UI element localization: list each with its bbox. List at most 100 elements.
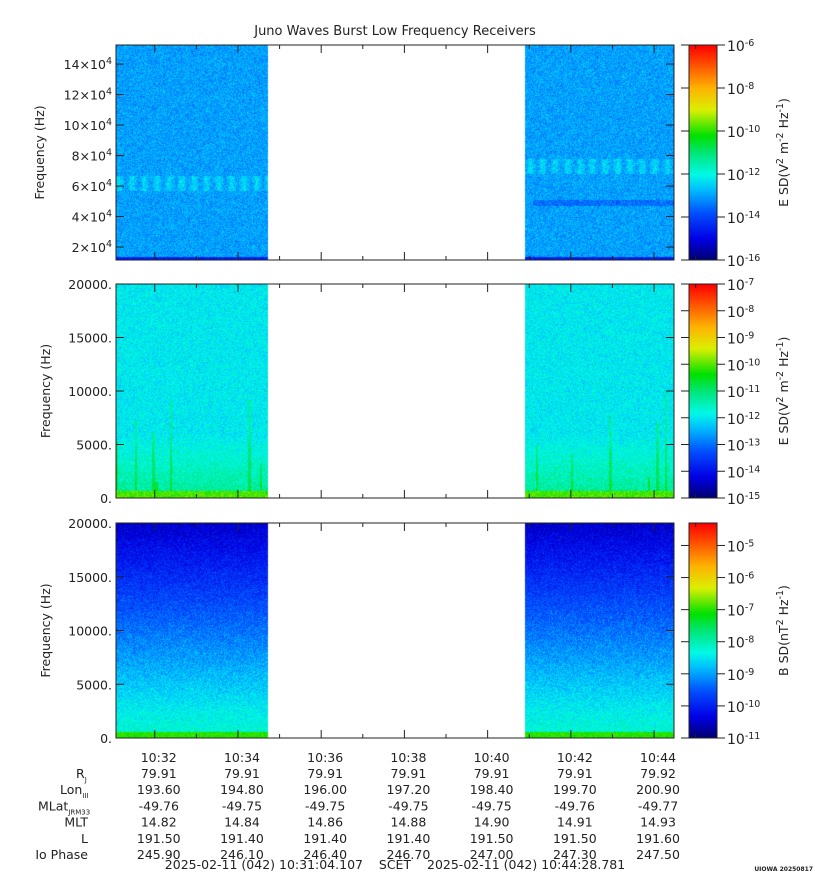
colorbar-tick-label: 10-5 [727, 538, 754, 555]
superscript: -1 [775, 341, 786, 350]
y-tick-label: 10000. [68, 624, 112, 639]
text-part: 10 [727, 332, 745, 348]
text-part: 10 [727, 254, 745, 270]
text-part: B SD(nT [776, 625, 791, 676]
text-part: ) [776, 337, 791, 342]
ephemeris-value: 79.91 [557, 766, 593, 781]
colorbar-tick-label: 10-10 [727, 357, 760, 374]
ephemeris-value: 246.10 [220, 847, 264, 862]
colorbar-b [689, 523, 717, 738]
colorbar-tick-label: 10-7 [727, 603, 754, 620]
ephemeris-value: 79.91 [141, 766, 177, 781]
ephemeris-value: 79.91 [474, 766, 510, 781]
y-tick-label: 0. [100, 491, 112, 506]
superscript: -2 [775, 371, 786, 380]
colorbar-tick-label: 10-9 [727, 667, 754, 684]
superscript: -11 [745, 731, 761, 742]
subscript: J [84, 776, 87, 784]
y-tick-label: 14×104 [64, 56, 112, 72]
y-tick-label: 8×104 [72, 148, 112, 164]
y-tick-label: 0. [100, 731, 112, 746]
text-part: 10 [727, 668, 745, 684]
ephemeris-value: -49.75 [222, 798, 262, 813]
ephemeris-value: 247.00 [470, 847, 514, 862]
ephemeris-value: 191.40 [220, 831, 264, 846]
y-tick-label: 5000. [76, 677, 112, 692]
text-part: 15000. [68, 570, 112, 585]
end-time: 2025-02-11 (042) 10:44:28.781 [427, 857, 626, 872]
x-tick-label: 10:40 [474, 750, 510, 765]
spectrogram-b [116, 523, 674, 738]
text-part: 8×10 [72, 149, 106, 164]
superscript: -10 [745, 357, 761, 368]
colorbar-tick-label: 10-8 [727, 304, 754, 321]
superscript: -11 [745, 384, 761, 395]
ephemeris-value: 191.50 [553, 831, 597, 846]
ephemeris-row-label: Io Phase [35, 847, 88, 862]
ephemeris-value: 14.88 [391, 815, 427, 830]
ephemeris-row-label: L [81, 831, 88, 846]
ephemeris-value: 200.90 [636, 782, 680, 797]
superscript: -15 [745, 491, 761, 502]
ephemeris-value: -49.75 [388, 798, 428, 813]
colorbar-tick-label: 10-6 [727, 571, 754, 588]
ephemeris-value: 198.40 [470, 782, 514, 797]
ephemeris-value: -49.75 [471, 798, 511, 813]
text-part: 2×10 [72, 240, 106, 255]
scet-label: SCET [378, 857, 412, 872]
y-tick-label: 20000. [68, 516, 112, 531]
ephemeris-value: 191.50 [470, 831, 514, 846]
superscript: -6 [745, 38, 754, 49]
colorbar-label: E SD(V2 m-2 Hz-1) [775, 337, 791, 446]
ephemeris-value: -49.76 [139, 798, 179, 813]
superscript: 2 [775, 619, 786, 625]
superscript: -6 [745, 571, 754, 582]
text-part: 10 [727, 168, 745, 184]
text-part: 10 [727, 211, 745, 227]
subscript: III [82, 792, 88, 800]
text-part: 0. [100, 491, 112, 506]
superscript: -8 [745, 304, 754, 315]
text-part: Io Phase [35, 847, 88, 862]
y-tick-label: 15000. [68, 570, 112, 585]
x-tick-label: 10:32 [141, 750, 177, 765]
text-part: L [81, 831, 88, 846]
superscript: -12 [745, 167, 761, 178]
text-part: 10 [727, 465, 745, 481]
colorbar-frame [688, 283, 718, 499]
colorbar-tick-label: 10-12 [727, 167, 760, 184]
colorbar-e-high [689, 45, 717, 260]
ephemeris-row-label: LonIII [60, 782, 89, 800]
ephemeris-value: 191.40 [387, 831, 431, 846]
superscript: -12 [745, 411, 761, 422]
colorbar-e-low [689, 284, 717, 498]
text-part: 10 [727, 492, 745, 508]
start-time: 2025-02-11 (042) 10:31:04.107 [164, 857, 363, 872]
colorbar-tick-label: 10-16 [727, 253, 760, 270]
text-part: 10 [727, 636, 745, 652]
ephemeris-value: 199.70 [553, 782, 597, 797]
ephemeris-value: 196.00 [303, 782, 347, 797]
colorbar-frame [688, 44, 718, 261]
x-tick-label: 10:36 [307, 750, 343, 765]
y-tick-label: 5000. [76, 438, 112, 453]
colorbar-tick-label: 10-6 [727, 38, 754, 55]
text-part: m [776, 380, 791, 396]
text-part: Hz [776, 351, 791, 371]
text-part: Lon [60, 782, 82, 797]
superscript: -14 [745, 210, 761, 221]
ephemeris-value: -49.76 [555, 798, 595, 813]
superscript: 4 [106, 87, 112, 98]
text-part: Hz [776, 112, 791, 132]
ephemeris-value: -49.75 [305, 798, 345, 813]
colorbar-tick-label: 10-8 [727, 81, 754, 98]
text-part: 6×10 [72, 179, 106, 194]
ephemeris-value: 247.30 [553, 847, 597, 862]
ephemeris-value: 197.20 [387, 782, 431, 797]
x-tick-label: 10:42 [557, 750, 593, 765]
ephemeris-value: 194.80 [220, 782, 264, 797]
x-tick-label: 10:34 [224, 750, 260, 765]
superscript: 4 [106, 117, 112, 128]
superscript: -2 [775, 132, 786, 141]
